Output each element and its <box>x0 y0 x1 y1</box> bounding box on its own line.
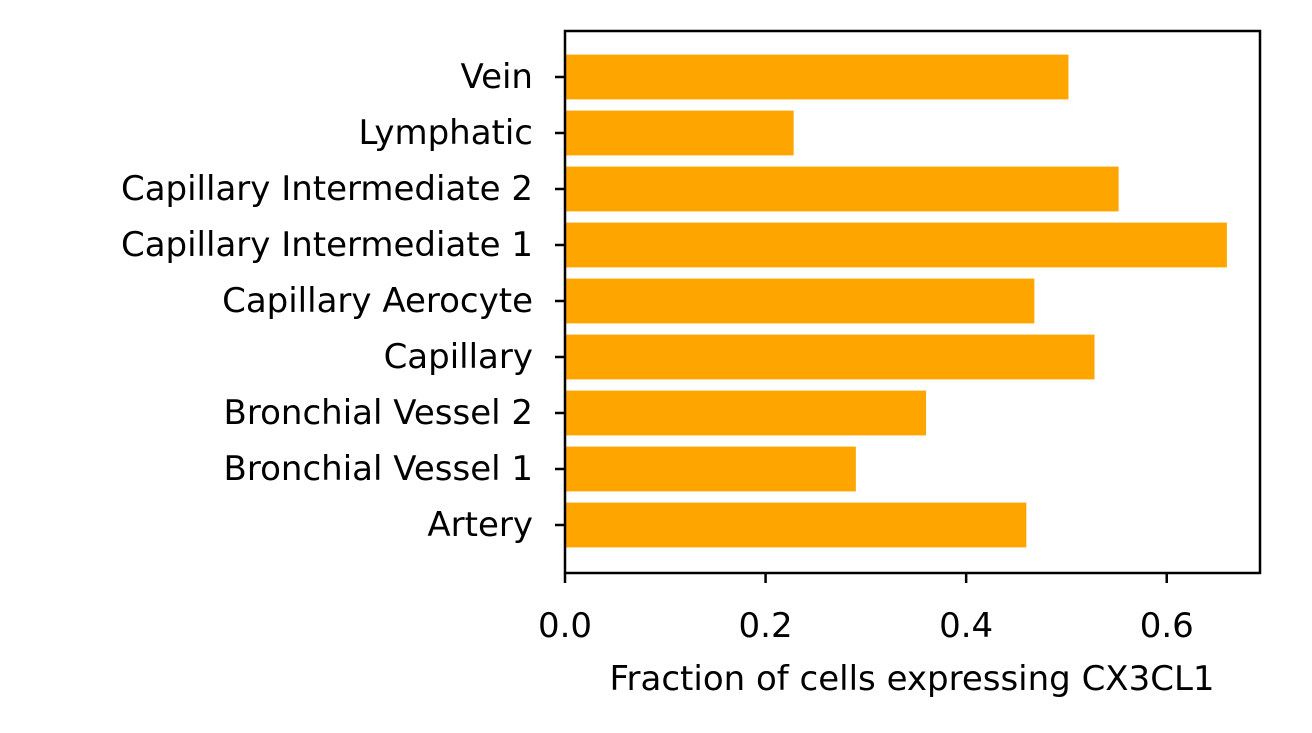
bar-bronchial-vessel-2 <box>565 390 927 436</box>
x-tick-label: 0.0 <box>538 606 592 646</box>
bar-capillary-intermediate-2 <box>565 166 1119 212</box>
x-axis: 0.0 0.2 0.4 0.6 <box>538 573 1194 646</box>
x-tick-label: 0.4 <box>939 606 993 646</box>
y-tick-label: Artery <box>427 505 533 545</box>
bar-capillary-intermediate-1 <box>565 222 1227 268</box>
y-tick-label: Bronchial Vessel 2 <box>224 393 533 433</box>
y-tick-label: Bronchial Vessel 1 <box>224 449 533 489</box>
bar-bronchial-vessel-1 <box>565 446 856 492</box>
y-tick-label: Capillary Aerocyte <box>222 281 533 321</box>
bar-vein <box>565 54 1069 100</box>
x-axis-label: Fraction of cells expressing CX3CL1 <box>609 659 1214 699</box>
bar-lymphatic <box>565 110 794 156</box>
y-tick-label: Vein <box>460 57 533 97</box>
y-tick-label: Capillary Intermediate 2 <box>121 169 533 209</box>
y-tick-label: Capillary <box>384 337 533 377</box>
y-tick-label: Capillary Intermediate 1 <box>121 225 533 265</box>
y-tick-label: Lymphatic <box>359 113 534 153</box>
bar-capillary-aerocyte <box>565 278 1035 324</box>
bar-capillary <box>565 334 1095 380</box>
x-tick-label: 0.6 <box>1140 606 1194 646</box>
bars-layer <box>565 54 1227 548</box>
bar-artery <box>565 502 1027 548</box>
x-tick-label: 0.2 <box>739 606 793 646</box>
y-axis: Artery Bronchial Vessel 1 Bronchial Vessel… <box>121 57 565 545</box>
